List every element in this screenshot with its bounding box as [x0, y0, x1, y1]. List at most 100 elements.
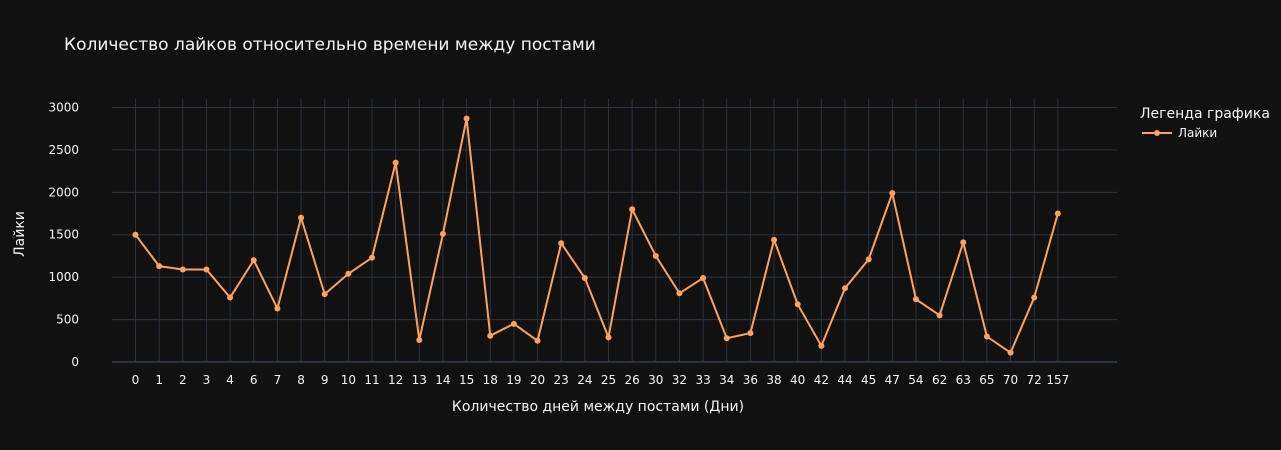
data-point[interactable] [369, 254, 375, 261]
x-tick-label: 45 [861, 373, 876, 387]
x-tick-label: 65 [979, 373, 994, 387]
data-point[interactable] [912, 296, 919, 303]
y-tick-label: 0 [71, 355, 79, 369]
x-tick-label: 6 [250, 373, 258, 387]
y-tick-label: 2000 [48, 185, 79, 199]
x-tick-label: 7 [274, 373, 282, 387]
x-tick-label: 72 [1027, 373, 1042, 387]
data-point[interactable] [747, 330, 754, 337]
data-point[interactable] [605, 334, 612, 341]
y-tick-label: 3000 [48, 100, 79, 114]
x-tick-label: 13 [412, 373, 427, 387]
x-axis-tick-labels: 0 1 2 3 4 6 7 8 9 10 11 12 13 14 15 18 19 20 23 24 25 26 30 32 3… [132, 373, 1070, 387]
chart-title: Количество лайков относительно времени м… [64, 35, 596, 55]
x-tick-label: 47 [885, 373, 900, 387]
data-point[interactable] [652, 252, 659, 259]
data-point[interactable] [203, 266, 210, 273]
data-point[interactable] [936, 312, 943, 319]
series-line-likes [134, 118, 1059, 355]
x-tick-label: 26 [625, 373, 640, 387]
data-point[interactable] [676, 290, 683, 297]
x-tick-label: 25 [601, 373, 616, 387]
data-point[interactable] [487, 332, 494, 339]
data-point[interactable] [227, 294, 234, 301]
x-tick-label: 34 [719, 373, 734, 387]
y-tick-label: 500 [56, 313, 79, 327]
legend-marker-swatch [1154, 130, 1160, 136]
legend-item-likes[interactable]: Лайки [1142, 126, 1217, 140]
data-point[interactable] [463, 115, 470, 122]
x-tick-label: 4 [226, 373, 234, 387]
data-point[interactable] [510, 320, 517, 327]
x-tick-label: 33 [695, 373, 710, 387]
data-point[interactable] [392, 159, 399, 166]
x-tick-label: 36 [743, 373, 758, 387]
x-tick-label: 11 [364, 373, 379, 387]
data-point[interactable] [1031, 294, 1038, 301]
x-axis-title: Количество дней между постами (Дни) [452, 399, 744, 415]
data-point[interactable] [321, 291, 328, 298]
x-tick-label: 62 [932, 373, 947, 387]
x-tick-label: 14 [435, 373, 450, 387]
data-point[interactable] [889, 190, 896, 197]
x-tick-label: 1 [155, 373, 163, 387]
x-tick-label: 0 [132, 373, 140, 387]
data-point[interactable] [439, 230, 446, 237]
data-point[interactable] [416, 336, 423, 343]
data-point[interactable] [1054, 210, 1061, 217]
x-tick-label: 9 [321, 373, 329, 387]
data-point[interactable] [250, 257, 257, 264]
data-point[interactable] [298, 214, 305, 221]
x-tick-label: 12 [388, 373, 403, 387]
legend-title: Легенда графика [1140, 106, 1270, 122]
x-tick-label: 30 [648, 373, 663, 387]
legend: Легенда графика Лайки [1140, 106, 1270, 140]
grid [112, 99, 1117, 363]
data-point[interactable] [842, 285, 848, 292]
x-tick-label: 3 [203, 373, 211, 387]
data-point[interactable] [345, 270, 352, 277]
x-tick-label: 20 [530, 373, 545, 387]
data-point[interactable] [700, 275, 707, 282]
y-tick-label: 2500 [48, 143, 79, 157]
data-point[interactable] [156, 263, 163, 270]
x-tick-label: 70 [1003, 373, 1018, 387]
data-point[interactable] [179, 266, 186, 273]
y-tick-label: 1000 [48, 270, 79, 284]
data-point[interactable] [865, 256, 872, 263]
x-tick-label: 10 [341, 373, 356, 387]
y-tick-label: 1500 [48, 228, 79, 242]
data-point[interactable] [274, 305, 281, 312]
x-tick-label: 157 [1046, 373, 1069, 387]
x-tick-label: 38 [766, 373, 781, 387]
x-tick-label: 2 [179, 373, 187, 387]
x-tick-label: 19 [506, 373, 521, 387]
x-tick-label: 44 [837, 373, 852, 387]
x-tick-label: 8 [297, 373, 305, 387]
data-point[interactable] [534, 337, 541, 344]
x-tick-label: 63 [956, 373, 971, 387]
y-axis-tick-labels: 0 500 1000 1500 2000 2500 3000 [48, 100, 79, 369]
x-tick-label: 42 [814, 373, 829, 387]
x-tick-label: 54 [908, 373, 923, 387]
x-tick-label: 32 [672, 373, 687, 387]
data-point[interactable] [983, 333, 990, 340]
data-point[interactable] [960, 239, 967, 246]
data-point[interactable] [1007, 349, 1014, 356]
x-tick-label: 18 [483, 373, 498, 387]
data-point[interactable] [818, 342, 825, 349]
data-point[interactable] [581, 275, 588, 282]
y-axis-title: Лайки [12, 211, 28, 257]
data-point[interactable] [132, 231, 139, 238]
legend-label-likes: Лайки [1178, 126, 1217, 140]
data-point[interactable] [771, 236, 778, 243]
data-point[interactable] [558, 240, 565, 247]
data-point[interactable] [723, 335, 730, 342]
x-tick-label: 40 [790, 373, 805, 387]
data-point[interactable] [629, 206, 636, 213]
series-points [132, 115, 1061, 356]
data-point[interactable] [794, 301, 801, 308]
x-tick-label: 15 [459, 373, 474, 387]
x-tick-label: 24 [577, 373, 592, 387]
